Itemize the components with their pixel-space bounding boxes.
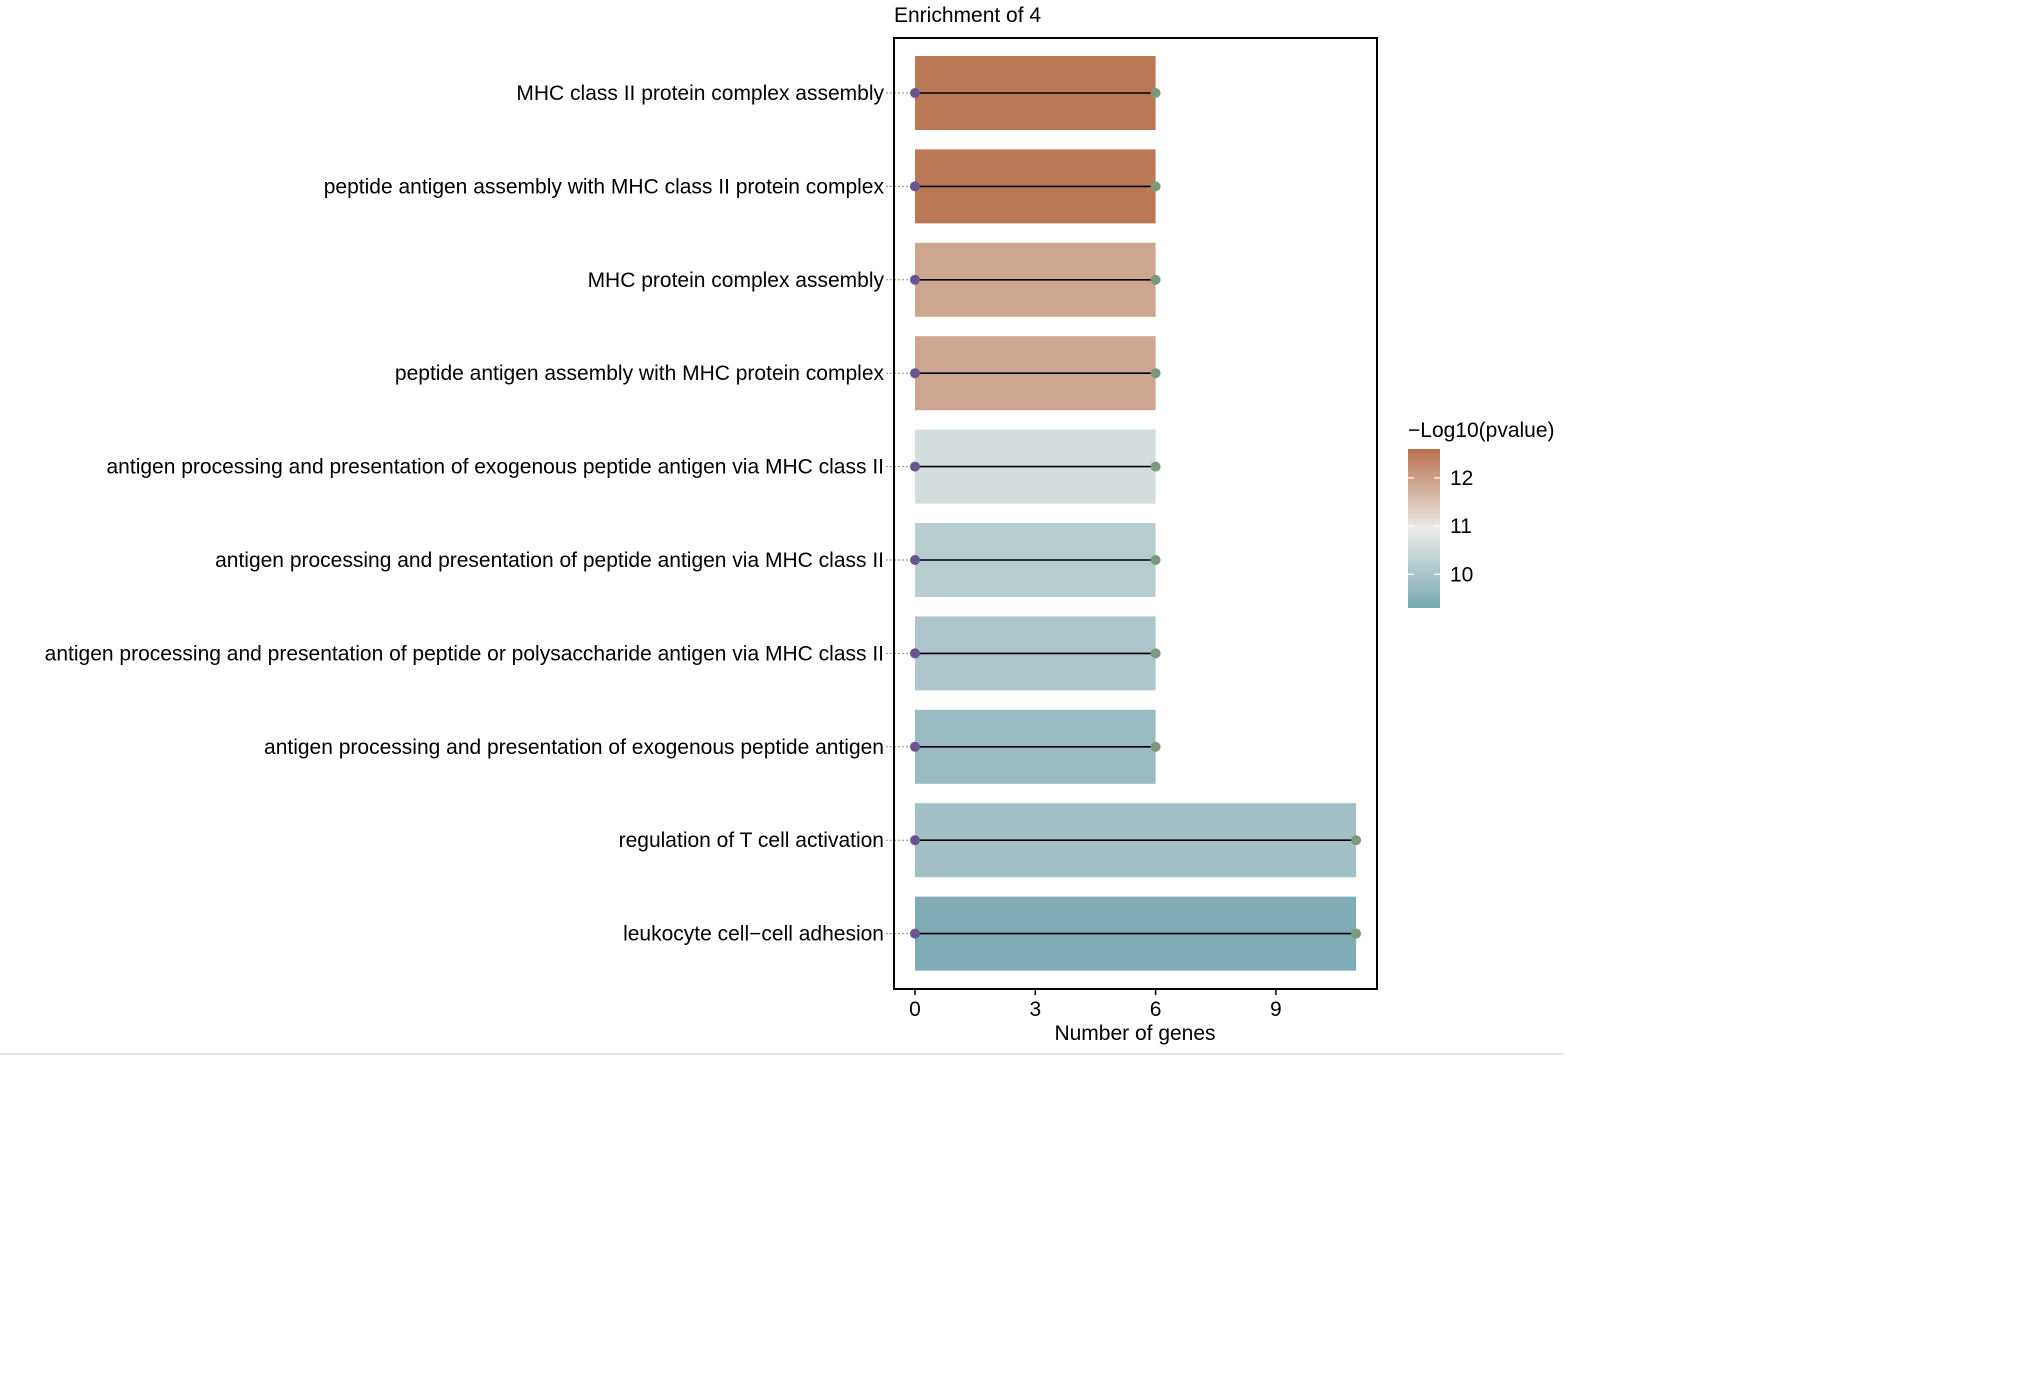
y-tick-label: antigen processing and presentation of p… — [215, 549, 884, 572]
lollipop-start-point — [910, 274, 920, 285]
x-tick-label: 3 — [1029, 998, 1041, 1021]
y-tick-label: antigen processing and presentation of e… — [264, 736, 884, 759]
colorbar-gradient — [1408, 449, 1440, 608]
y-tick-label: peptide antigen assembly with MHC class … — [324, 175, 885, 198]
y-tick-label: MHC class II protein complex assembly — [516, 82, 884, 105]
lollipop-start-point — [910, 461, 920, 472]
colorbar-legend: −Log10(pvalue) 12 11 10 — [1408, 419, 1555, 608]
colorbar-tick-label: 11 — [1450, 515, 1472, 538]
lollipop-start-point — [910, 88, 920, 98]
y-tick-label: antigen processing and presentation of e… — [107, 456, 885, 479]
chart-title: Enrichment of 4 — [894, 4, 1041, 27]
lollipop-end-point — [1351, 928, 1362, 939]
lollipop-end-point — [1150, 274, 1161, 285]
lollipop-start-point — [910, 928, 920, 939]
enrichment-chart: Enrichment of 4 MHC class II protein com… — [45, 4, 1555, 1045]
lollipop-end-point — [1150, 555, 1161, 565]
chart-marks: MHC class II protein complex assembly pep… — [45, 56, 1362, 971]
x-tick-label: 9 — [1270, 998, 1282, 1021]
colorbar-tick-label: 10 — [1450, 563, 1473, 586]
bottom-rule — [0, 1053, 1564, 1055]
lollipop-start-point — [910, 741, 920, 752]
lollipop-start-point — [910, 181, 920, 192]
x-axis-title: Number of genes — [1054, 1022, 1215, 1045]
lollipop-end-point — [1150, 741, 1161, 752]
lollipop-end-point — [1150, 181, 1161, 192]
lollipop-end-point — [1150, 368, 1161, 379]
lollipop-end-point — [1150, 88, 1161, 98]
x-tick-label: 6 — [1150, 998, 1162, 1021]
lollipop-end-point — [1150, 648, 1161, 659]
x-tick-label: 0 — [909, 998, 921, 1021]
colorbar-tick-label: 12 — [1450, 467, 1473, 490]
lollipop-start-point — [910, 648, 920, 659]
y-tick-label: peptide antigen assembly with MHC protei… — [395, 362, 885, 385]
lollipop-start-point — [910, 555, 920, 565]
y-tick-label: antigen processing and presentation of p… — [45, 642, 884, 665]
lollipop-end-point — [1150, 461, 1161, 472]
x-axis: 0 3 6 9 — [909, 989, 1282, 1021]
lollipop-start-point — [910, 368, 920, 379]
legend-title: −Log10(pvalue) — [1408, 419, 1555, 442]
y-tick-label: regulation of T cell activation — [619, 829, 884, 852]
lollipop-end-point — [1351, 835, 1362, 846]
y-tick-label: MHC protein complex assembly — [588, 269, 885, 292]
lollipop-start-point — [910, 835, 920, 846]
colorbar-ticks: 12 11 10 — [1408, 467, 1473, 586]
plot-panel-border — [893, 37, 1378, 990]
y-tick-label: leukocyte cell−cell adhesion — [623, 923, 884, 946]
